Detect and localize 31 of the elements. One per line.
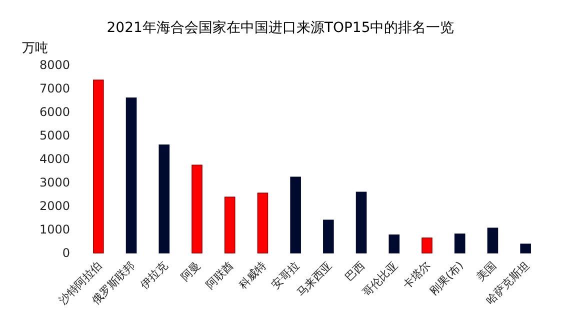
y-tick-label: 6000 (39, 105, 70, 119)
x-tick-label: 阿联酋 (203, 258, 236, 292)
bar (290, 176, 301, 254)
x-tick-label: 伊拉克 (138, 258, 170, 292)
bar (487, 228, 498, 254)
y-tick-label: 4000 (39, 152, 70, 166)
bar (454, 234, 466, 254)
bar (388, 234, 400, 254)
bar (126, 98, 137, 254)
chart-title: 2021年海合会国家在中国进口来源TOP15中的排名一览 (106, 20, 454, 36)
bar (224, 196, 236, 254)
y-tick-label: 8000 (39, 58, 70, 72)
y-tick-label: 1000 (39, 222, 70, 236)
bar (158, 144, 170, 254)
y-tick-label: 2000 (39, 199, 70, 213)
bar (257, 192, 268, 254)
y-tick-label: 0 (62, 246, 70, 260)
x-tick-label: 阿曼 (178, 258, 204, 284)
x-tick-label: 科威特 (236, 258, 269, 292)
bar (93, 80, 104, 254)
y-tick-label: 5000 (39, 128, 70, 142)
bar (356, 192, 367, 254)
bar (323, 220, 334, 254)
y-tick-label: 7000 (39, 82, 70, 96)
bar (422, 238, 432, 254)
bar (192, 164, 202, 254)
y-axis-title: 万吨 (22, 41, 48, 56)
bar (520, 244, 531, 254)
x-tick-label: 巴西 (342, 258, 368, 284)
x-tick-label: 美国 (474, 258, 499, 284)
y-tick-label: 3000 (39, 176, 70, 190)
